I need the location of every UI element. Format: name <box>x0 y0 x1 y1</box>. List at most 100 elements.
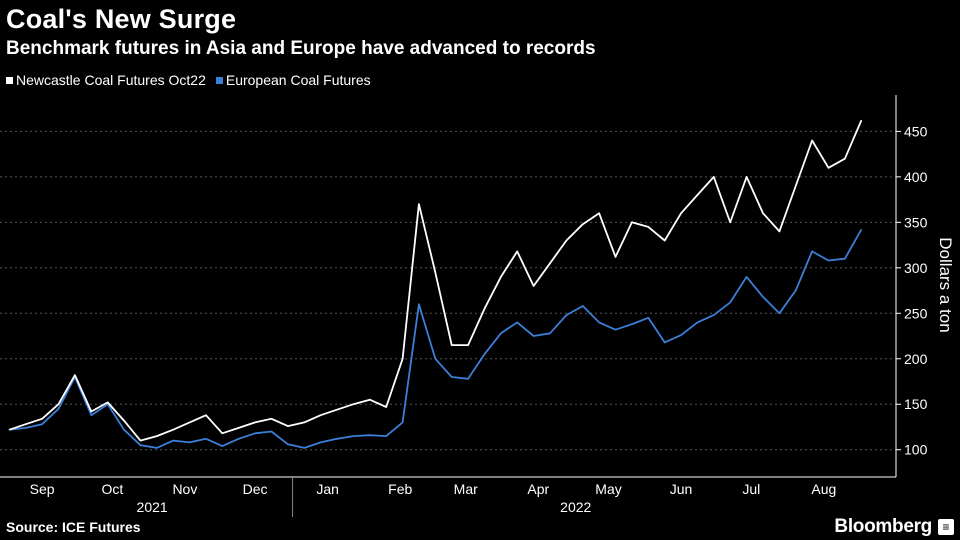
data-point-newcastle <box>221 432 223 434</box>
data-point-european <box>762 296 764 298</box>
data-point-newcastle <box>107 401 109 404</box>
data-point-newcastle <box>352 403 355 405</box>
data-point-european <box>729 301 731 303</box>
data-point-european <box>287 443 289 445</box>
data-point-newcastle <box>500 276 502 278</box>
x-tick-label: Jul <box>742 481 760 497</box>
data-point-newcastle <box>90 410 92 413</box>
data-point-newcastle <box>188 421 191 424</box>
data-point-newcastle <box>598 212 600 214</box>
data-point-newcastle <box>123 420 125 422</box>
data-point-european <box>451 376 453 378</box>
data-point-newcastle <box>336 409 338 411</box>
data-point-european <box>745 276 748 278</box>
source-note: Source: ICE Futures <box>6 519 141 535</box>
data-point-newcastle <box>434 271 436 273</box>
data-point-european <box>254 432 256 434</box>
data-point-european <box>57 408 60 410</box>
y-tick-label: 150 <box>904 396 928 412</box>
data-point-european <box>385 435 387 437</box>
data-point-newcastle <box>205 414 207 416</box>
data-point-newcastle <box>582 223 584 225</box>
x-tick-label: Sep <box>30 481 55 497</box>
chart-title: Coal's New Surge <box>6 4 237 34</box>
data-point-european <box>156 447 158 449</box>
data-point-newcastle <box>303 421 305 424</box>
data-point-newcastle <box>57 403 60 405</box>
data-point-european <box>41 423 43 425</box>
x-tick-label: Oct <box>101 481 123 497</box>
data-point-european <box>188 441 191 444</box>
data-point-european <box>369 434 371 436</box>
data-point-newcastle <box>385 406 387 408</box>
data-point-newcastle <box>156 435 158 437</box>
data-point-european <box>647 317 649 319</box>
data-point-newcastle <box>729 221 731 223</box>
data-point-newcastle <box>418 203 420 205</box>
data-point-european <box>549 332 551 334</box>
x-year-label: 2022 <box>560 499 591 515</box>
legend-swatch-newcastle <box>6 76 13 84</box>
x-tick-label: Dec <box>243 481 268 497</box>
data-point-european <box>631 323 633 325</box>
data-point-european <box>696 321 699 323</box>
data-point-newcastle <box>74 374 76 376</box>
data-point-european <box>270 430 273 433</box>
y-tick-label: 200 <box>904 351 928 367</box>
data-point-newcastle <box>467 344 469 346</box>
data-point-newcastle <box>369 399 371 401</box>
data-point-european <box>320 441 322 444</box>
legend-label-european: European Coal Futures <box>225 72 371 88</box>
data-point-european <box>401 421 404 424</box>
data-point-european <box>860 229 862 231</box>
data-point-newcastle <box>287 425 289 427</box>
data-point-newcastle <box>320 414 322 416</box>
brand-logo: Bloomberg <box>834 516 932 537</box>
data-point-european <box>664 341 666 343</box>
data-point-newcastle <box>533 285 535 287</box>
y-tick-label: 250 <box>904 305 928 321</box>
data-point-newcastle <box>844 158 846 160</box>
x-tick-label: Mar <box>454 481 478 497</box>
data-point-newcastle <box>8 429 10 431</box>
y-axis-label: Dollars a ton <box>936 237 955 332</box>
data-point-newcastle <box>254 421 256 424</box>
data-point-european <box>467 378 469 380</box>
data-point-newcastle <box>614 256 617 258</box>
legend: Newcastle Coal Futures Oct22 European Co… <box>6 72 371 88</box>
data-point-newcastle <box>238 427 240 429</box>
data-point-european <box>172 440 174 442</box>
data-point-european <box>778 312 780 314</box>
y-tick-label: 100 <box>904 442 928 458</box>
data-point-european <box>90 414 92 416</box>
data-point-newcastle <box>778 230 780 233</box>
bloomberg-icon: ≡ <box>938 519 954 535</box>
data-point-european <box>123 429 125 431</box>
data-point-european <box>533 335 535 337</box>
x-tick-label: Jun <box>670 481 693 497</box>
data-point-newcastle <box>41 418 43 420</box>
x-tick-label: May <box>595 481 621 497</box>
data-point-newcastle <box>811 139 813 142</box>
data-point-newcastle <box>565 239 567 242</box>
data-point-newcastle <box>631 221 633 223</box>
series-line-newcastle <box>9 120 863 442</box>
data-point-newcastle <box>713 176 715 178</box>
x-year-label: 2021 <box>137 499 168 515</box>
data-point-newcastle <box>745 176 748 178</box>
data-point-european <box>303 447 305 449</box>
data-point-european <box>582 305 584 307</box>
data-point-european <box>565 314 567 316</box>
data-point-european <box>336 438 338 440</box>
data-point-newcastle <box>401 358 404 360</box>
data-point-european <box>483 353 486 355</box>
y-tick-label: 400 <box>904 169 928 185</box>
data-point-newcastle <box>549 262 551 264</box>
data-point-european <box>598 321 600 323</box>
data-point-european <box>139 444 142 446</box>
chart-subtitle: Benchmark futures in Asia and Europe hav… <box>6 38 596 59</box>
data-point-european <box>418 303 420 305</box>
data-point-newcastle <box>516 250 518 253</box>
data-point-newcastle <box>483 308 486 310</box>
